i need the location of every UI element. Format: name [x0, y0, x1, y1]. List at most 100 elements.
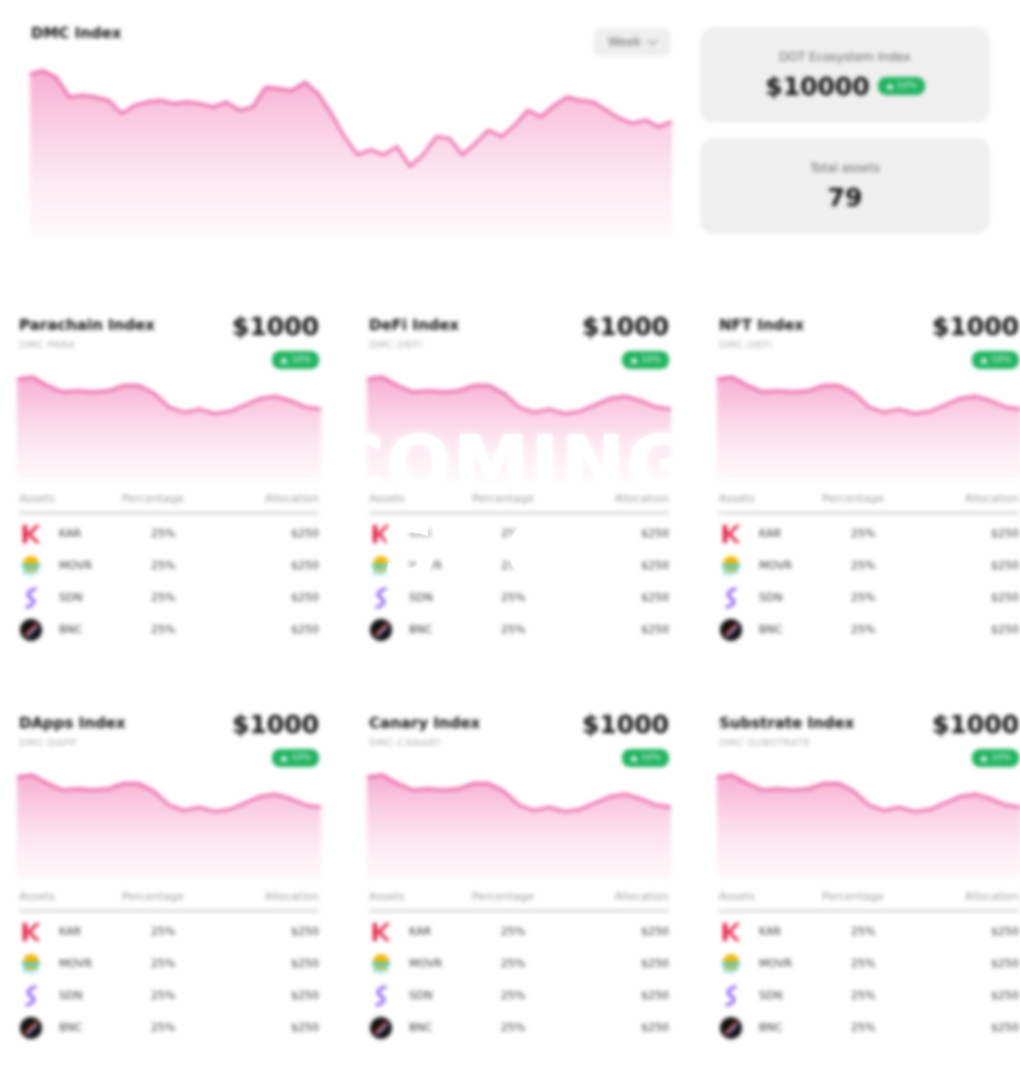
shiden-icon: [719, 984, 743, 1008]
arrow-up-icon: [885, 83, 894, 89]
asset-allocation: $250: [291, 591, 319, 604]
chart-area-fill: [30, 70, 672, 235]
change-value: 10%: [896, 81, 917, 91]
chart-area-fill: [717, 376, 1020, 480]
shiden-icon: [369, 984, 393, 1008]
stat-value: 79: [827, 182, 863, 212]
header-allocation: Allocation: [264, 890, 319, 903]
index-name: NFT Index: [719, 316, 805, 334]
karura-icon: [369, 920, 393, 944]
header-allocation: Allocation: [964, 492, 1019, 505]
index-name: DApps Index: [19, 714, 126, 732]
asset-symbol: SDN: [409, 591, 433, 604]
moonriver-icon: [369, 952, 393, 976]
change-value: 10%: [640, 753, 661, 763]
index-card[interactable]: Canary Index DMC-CANARY $1000 10% Assets Perc…: [367, 710, 671, 1070]
index-card[interactable]: DApps Index DMC-DAPP $1000 10% Assets Percent…: [17, 710, 321, 1070]
index-card[interactable]: Substrate Index DMC-SUBSTRATE $1000 10% Asse…: [717, 710, 1020, 1070]
arrow-up-icon: [979, 357, 988, 363]
index-card[interactable]: Parachain Index DMC-PARA $1000 10% Assets Per…: [17, 312, 321, 672]
shiden-icon: [19, 586, 43, 610]
chart-area-fill: [17, 376, 321, 480]
asset-allocation: $250: [641, 559, 669, 572]
asset-allocation: $250: [991, 957, 1019, 970]
table-header: Assets Percentage Allocation: [719, 488, 1019, 514]
header-assets: Assets: [719, 890, 755, 903]
bifrost-icon: [719, 618, 743, 642]
asset-symbol: SDN: [759, 591, 783, 604]
index-ticker: DMC-DEFI: [719, 340, 773, 351]
asset-percentage: 25%: [851, 559, 876, 572]
asset-row: KAR 25% $250: [369, 520, 669, 548]
asset-row: MOVR 25% $250: [19, 552, 319, 580]
asset-allocation: $250: [991, 925, 1019, 938]
stat-label: Total assets: [809, 160, 881, 175]
asset-percentage: 25%: [851, 925, 876, 938]
asset-percentage: 25%: [501, 925, 526, 938]
table-header: Assets Percentage Allocation: [19, 886, 319, 912]
asset-percentage: 25%: [501, 559, 526, 572]
index-price: $1000: [582, 710, 669, 739]
asset-row: BNC 25% $250: [369, 1014, 669, 1042]
asset-row: KAR 25% $250: [369, 918, 669, 946]
asset-row: SDN 25% $250: [369, 982, 669, 1010]
asset-row: MOVR 25% $250: [719, 552, 1019, 580]
asset-percentage: 25%: [151, 527, 176, 540]
asset-symbol: MOVR: [759, 559, 793, 572]
karura-icon: [369, 522, 393, 546]
header-assets: Assets: [719, 492, 755, 505]
change-value: 10%: [290, 753, 311, 763]
asset-row: BNC 25% $250: [19, 616, 319, 644]
asset-percentage: 25%: [501, 957, 526, 970]
asset-row: KAR 25% $250: [19, 520, 319, 548]
index-chart: [17, 773, 321, 878]
karura-icon: [719, 522, 743, 546]
karura-icon: [719, 920, 743, 944]
asset-allocation: $250: [291, 925, 319, 938]
asset-symbol: MOVR: [759, 957, 793, 970]
asset-allocation: $250: [991, 989, 1019, 1002]
asset-percentage: 25%: [851, 957, 876, 970]
index-chart: [367, 375, 671, 480]
index-card[interactable]: DeFi Index DMC-DEFI $1000 10% Assets Percenta…: [367, 312, 671, 672]
asset-row: BNC 25% $250: [19, 1014, 319, 1042]
chart-line: [367, 773, 671, 813]
index-price: $1000: [232, 312, 319, 341]
asset-percentage: 25%: [501, 1021, 526, 1034]
asset-allocation: $250: [291, 623, 319, 636]
asset-row: MOVR 25% $250: [19, 950, 319, 978]
asset-row: BNC 25% $250: [719, 1014, 1019, 1042]
period-value: Week: [608, 35, 641, 49]
asset-symbol: BNC: [59, 1021, 83, 1034]
table-header: Assets Percentage Allocation: [369, 886, 669, 912]
change-badge: 10%: [621, 351, 669, 369]
asset-symbol: KAR: [759, 527, 782, 540]
chart-line: [717, 375, 1020, 415]
asset-row: KAR 25% $250: [719, 918, 1019, 946]
asset-allocation: $250: [641, 527, 669, 540]
header-percentage: Percentage: [472, 492, 534, 505]
index-name: Substrate Index: [719, 714, 855, 732]
asset-allocation: $250: [641, 591, 669, 604]
moonriver-icon: [369, 554, 393, 578]
table-header: Assets Percentage Allocation: [19, 488, 319, 514]
asset-percentage: 25%: [151, 989, 176, 1002]
change-value: 10%: [290, 355, 311, 365]
asset-allocation: $250: [291, 957, 319, 970]
index-price: $1000: [232, 710, 319, 739]
period-dropdown[interactable]: Week: [594, 28, 670, 56]
index-name: Canary Index: [369, 714, 481, 732]
asset-allocation: $250: [291, 989, 319, 1002]
asset-row: BNC 25% $250: [719, 616, 1019, 644]
asset-allocation: $250: [641, 1021, 669, 1034]
index-card[interactable]: NFT Index DMC-DEFI $1000 10% Assets Percentag…: [717, 312, 1020, 672]
header-allocation: Allocation: [964, 890, 1019, 903]
asset-row: SDN 25% $250: [19, 584, 319, 612]
index-ticker: DMC-SUBSTRATE: [719, 738, 811, 749]
arrow-up-icon: [979, 755, 988, 761]
chart-line: [17, 773, 321, 813]
arrow-up-icon: [279, 755, 288, 761]
asset-row: SDN 25% $250: [719, 982, 1019, 1010]
asset-row: SDN 25% $250: [19, 982, 319, 1010]
asset-percentage: 25%: [151, 957, 176, 970]
